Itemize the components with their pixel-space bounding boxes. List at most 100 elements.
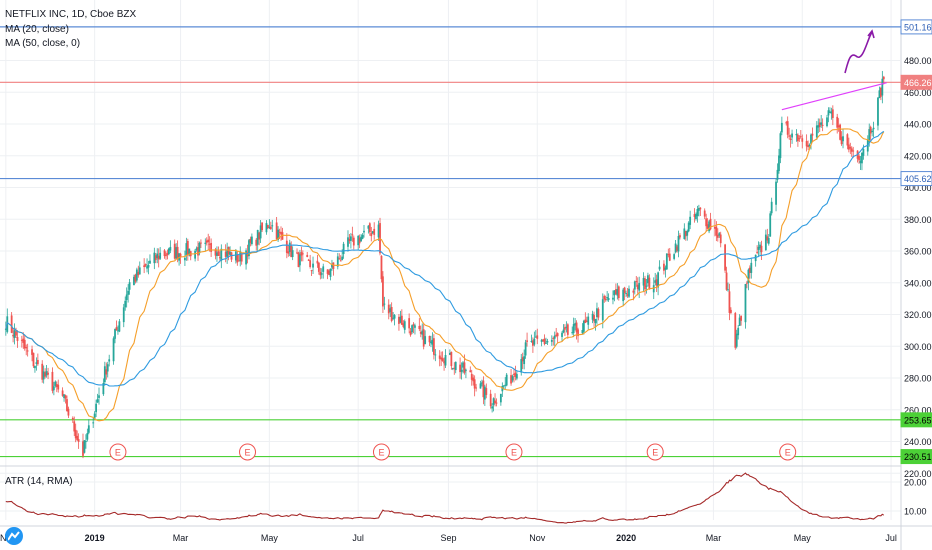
candle-body	[786, 121, 789, 135]
candle-body	[601, 299, 604, 321]
earnings-markers[interactable]: EEEEEEE	[109, 443, 922, 461]
candle-body	[93, 413, 96, 420]
candle-body	[520, 359, 523, 373]
candle-body	[730, 309, 732, 313]
candle-body	[744, 284, 747, 323]
candle-body	[673, 254, 676, 259]
candle-body	[300, 252, 303, 256]
candle-body	[839, 124, 842, 140]
candle-body	[788, 135, 791, 137]
candle-body	[393, 315, 396, 319]
candle-body	[319, 272, 322, 276]
candle-body	[473, 379, 476, 389]
candle-body	[625, 293, 627, 295]
candle-body	[504, 384, 507, 386]
candle-body	[757, 246, 760, 250]
candle-body	[534, 336, 537, 338]
tradingview-logo-icon[interactable]	[5, 527, 23, 545]
y-tick-label: 380.00	[904, 215, 932, 225]
atr-legend[interactable]: ATR (14, RMA)	[5, 476, 73, 487]
candle-body	[237, 260, 240, 262]
candle-body	[32, 352, 35, 367]
drawings[interactable]	[781, 29, 887, 111]
candle-body	[575, 322, 578, 333]
earnings-label: E	[652, 448, 658, 458]
candle-body	[636, 284, 639, 290]
horizontal-levels[interactable]	[0, 26, 901, 458]
candle-body	[597, 308, 600, 318]
candle-body	[143, 265, 146, 267]
price-level-tag	[900, 171, 932, 187]
candle-body	[47, 372, 49, 375]
candle-body	[188, 248, 191, 256]
candle-body	[144, 264, 147, 266]
candle-body	[679, 235, 681, 238]
candle-body	[64, 395, 67, 399]
candle-body	[250, 236, 253, 245]
candle-body	[236, 254, 239, 263]
candle-body	[217, 251, 220, 256]
candle-body	[801, 138, 804, 142]
candle-body	[409, 331, 412, 336]
candle-body	[756, 251, 759, 253]
candle-body	[677, 235, 680, 252]
candle-body	[638, 283, 641, 291]
candle-body	[195, 248, 198, 250]
moving-averages	[5, 128, 885, 422]
candle-body	[351, 234, 354, 236]
candle-body	[789, 138, 792, 140]
y-tick-label: 240.00	[904, 437, 932, 447]
candle-body	[4, 328, 7, 330]
y-tick-label: 360.00	[904, 247, 932, 257]
candle-body	[275, 222, 278, 240]
candle-body	[411, 325, 413, 333]
candle-body	[451, 368, 454, 370]
candle-body	[342, 243, 345, 255]
candle-body	[357, 235, 360, 246]
y-tick-label: 220.00	[904, 469, 932, 479]
candle-body	[431, 339, 434, 345]
candle-body	[852, 150, 855, 152]
candle-body	[98, 395, 100, 398]
candle-body	[470, 373, 473, 380]
y-tick-label: 420.00	[904, 151, 932, 161]
candle-body	[840, 136, 843, 145]
candle-body	[133, 276, 135, 286]
x-tick-label: Mar	[706, 533, 722, 543]
candle-body	[810, 134, 812, 144]
candle-body	[759, 244, 761, 249]
candle-body	[124, 300, 127, 308]
candle-body	[105, 369, 108, 375]
candle-body	[258, 232, 261, 240]
candle-body	[147, 264, 150, 268]
candle-body	[103, 366, 106, 383]
candle-body	[326, 269, 329, 274]
y-tick-label: 460.00	[904, 88, 932, 98]
candle-body	[511, 376, 514, 381]
y-tick-label: 300.00	[904, 342, 932, 352]
candle-body	[846, 134, 849, 146]
candle-body	[61, 390, 64, 396]
candle-body	[591, 313, 594, 320]
candle-body	[706, 224, 709, 229]
candle-body	[738, 317, 741, 326]
ma50-legend[interactable]: MA (50, close, 0)	[5, 38, 81, 49]
candle-body	[764, 234, 767, 251]
candle-body	[780, 122, 783, 133]
candle-body	[491, 406, 494, 409]
candle-body	[96, 399, 99, 403]
candle-body	[146, 266, 148, 269]
candle-body	[775, 181, 777, 205]
candle-body	[622, 289, 625, 302]
ma20-legend[interactable]: MA (20, close)	[5, 24, 69, 35]
candle-body	[587, 316, 590, 325]
projection-path	[844, 31, 873, 74]
candle-body	[373, 228, 376, 235]
candle-body	[879, 87, 882, 97]
candle-body	[664, 267, 667, 270]
candle-body	[747, 269, 750, 284]
candle-body	[428, 335, 431, 343]
candle-body	[612, 297, 614, 300]
